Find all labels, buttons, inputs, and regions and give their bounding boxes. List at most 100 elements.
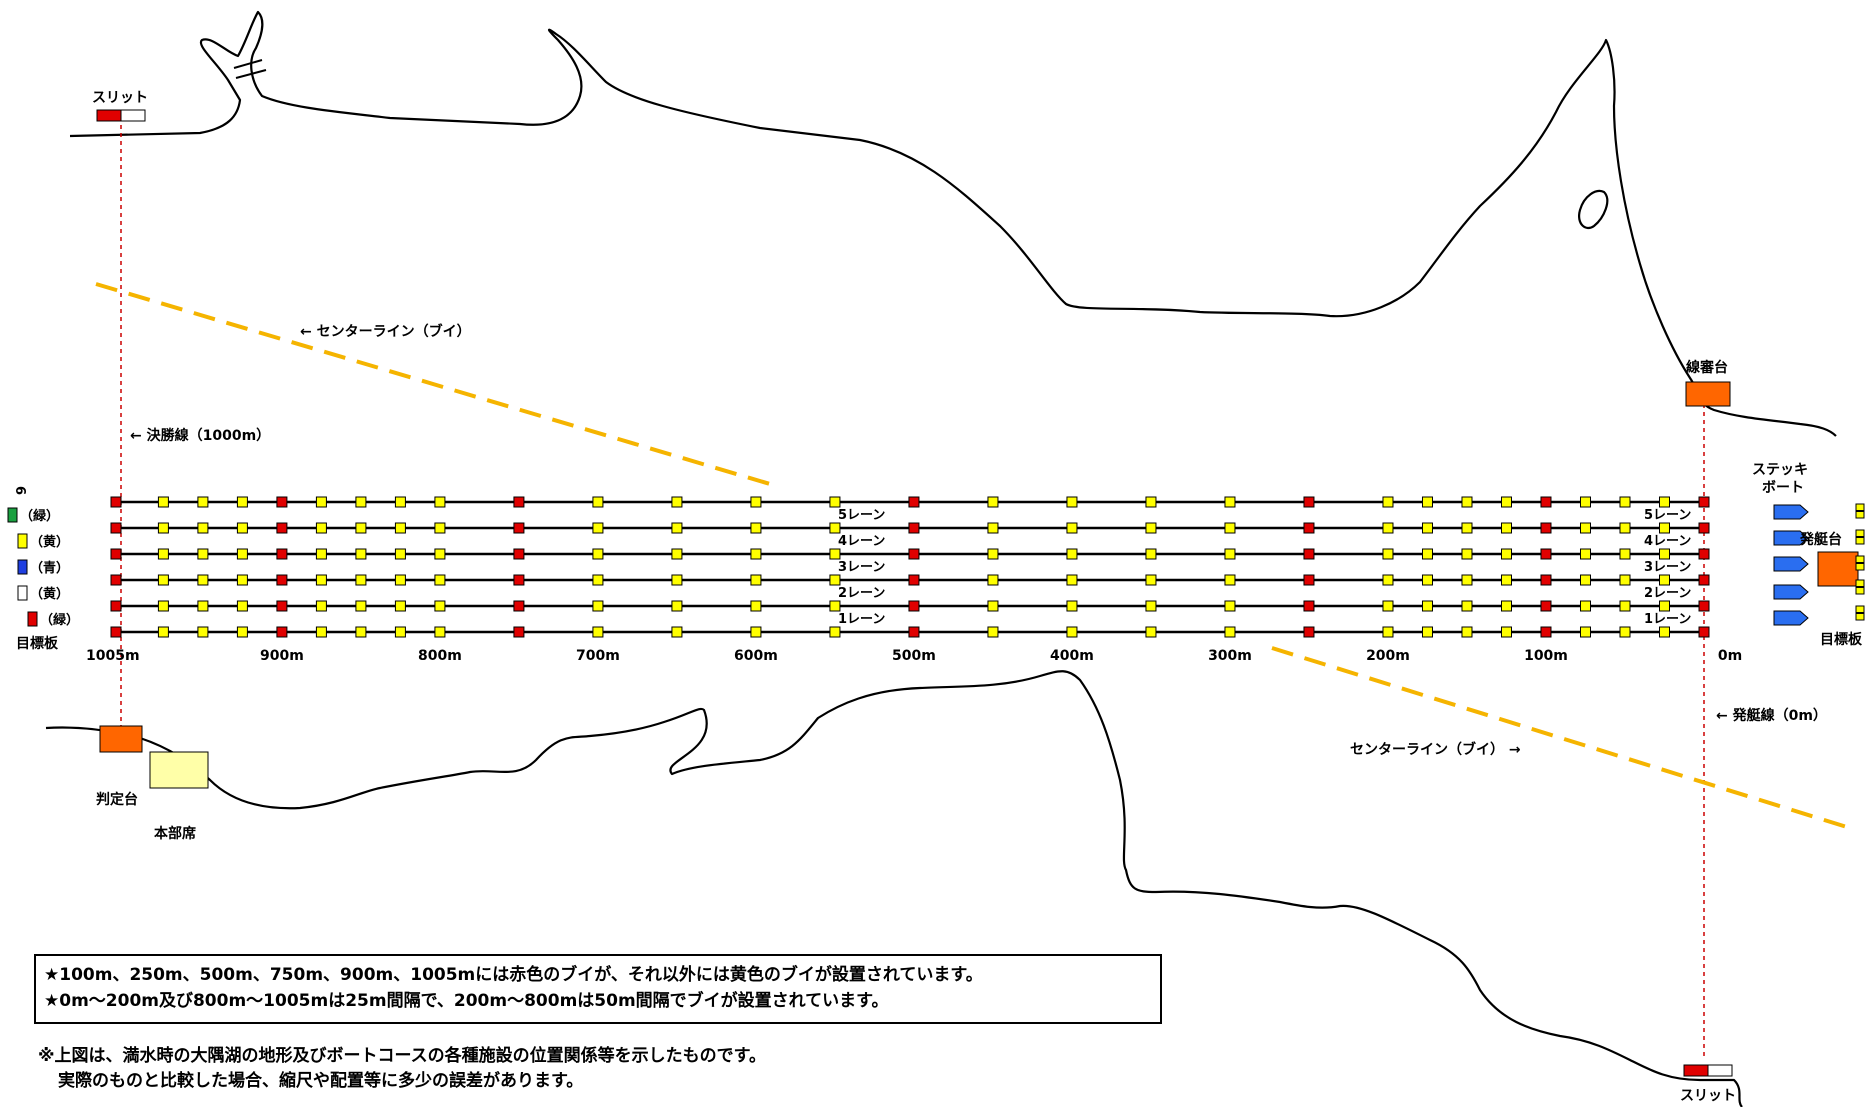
yellow-buoy <box>197 574 209 586</box>
distance-label: 400m <box>1050 648 1094 664</box>
yellow-buoy <box>355 626 367 638</box>
yellow-buoy <box>1461 548 1473 560</box>
yellow-buoy <box>236 600 248 612</box>
stake-boat-label-2: ボート <box>1762 480 1804 496</box>
centerline-upper-label: ← センターライン（ブイ） <box>300 323 471 340</box>
legend-swatch <box>17 533 28 549</box>
red-buoy <box>908 548 920 560</box>
yellow-buoy <box>394 626 406 638</box>
yellow-buoy <box>1579 600 1591 612</box>
yellow-buoy <box>315 522 327 534</box>
hq-label: 本部席 <box>154 825 196 842</box>
yellow-buoy <box>1579 496 1591 508</box>
red-buoy <box>276 522 288 534</box>
centerline-lower-label: センターライン（ブイ） → <box>1350 741 1521 758</box>
yellow-buoy <box>1382 600 1394 612</box>
stake-boat <box>1773 556 1809 572</box>
yellow-buoy <box>1658 626 1670 638</box>
lane-label-right: 3レーン <box>1644 560 1691 575</box>
red-buoy <box>513 626 525 638</box>
yellow-buoy <box>592 548 604 560</box>
stake-boats <box>1773 504 1809 626</box>
notes-box: ★100m、250m、500m、750m、900m、1005mには赤色のブイが、… <box>34 954 1162 1024</box>
yellow-buoy <box>671 548 683 560</box>
yellow-buoy <box>1066 522 1078 534</box>
yellow-buoy <box>1619 548 1631 560</box>
judge-label: 判定台 <box>96 791 138 808</box>
note-line-1: ★100m、250m、500m、750m、900m、1005mには赤色のブイが、… <box>44 965 983 985</box>
red-buoy <box>1540 548 1552 560</box>
distance-label: 600m <box>734 648 778 664</box>
centerline-upper <box>95 282 771 486</box>
red-buoy <box>1303 600 1315 612</box>
yellow-buoy <box>1421 600 1433 612</box>
yellow-buoy <box>1145 496 1157 508</box>
yellow-buoy <box>592 626 604 638</box>
yellow-buoy <box>750 574 762 586</box>
yellow-buoy <box>750 626 762 638</box>
yellow-buoy <box>1145 626 1157 638</box>
yellow-buoy <box>1066 600 1078 612</box>
legend-label: （黄） <box>30 586 69 602</box>
yellow-buoy <box>1619 600 1631 612</box>
red-buoy <box>110 626 122 638</box>
yellow-buoy <box>434 600 446 612</box>
red-buoy <box>110 522 122 534</box>
legend-swatch <box>27 611 38 627</box>
lane-label-right: 5レーン <box>1644 508 1691 523</box>
distance-label: 100m <box>1524 648 1568 664</box>
yellow-buoy <box>197 600 209 612</box>
yellow-buoy <box>197 548 209 560</box>
yellow-buoy <box>671 600 683 612</box>
yellow-buoy <box>1224 574 1236 586</box>
yellow-buoy <box>750 548 762 560</box>
yellow-buoy <box>1461 496 1473 508</box>
yellow-buoy <box>1224 600 1236 612</box>
yellow-buoy <box>197 496 209 508</box>
slit-marker-white <box>120 109 146 122</box>
yellow-buoy <box>394 522 406 534</box>
yellow-buoy <box>434 522 446 534</box>
stake-boat <box>1773 584 1809 600</box>
yellow-buoy <box>1066 548 1078 560</box>
stake-boat-label-1: ステッキ <box>1752 462 1808 478</box>
yellow-buoy <box>750 600 762 612</box>
red-buoy <box>1540 522 1552 534</box>
yellow-buoy <box>434 548 446 560</box>
yellow-buoy <box>394 574 406 586</box>
yellow-buoy <box>1224 496 1236 508</box>
yellow-buoy <box>987 574 999 586</box>
judge-platform <box>99 725 143 753</box>
yellow-buoy <box>1658 574 1670 586</box>
finish-line-label: ← 決勝線（1000m） <box>130 427 270 444</box>
yellow-buoy <box>236 626 248 638</box>
red-buoy <box>513 600 525 612</box>
yellow-buoy <box>1658 548 1670 560</box>
start-platform <box>1817 551 1859 587</box>
red-buoy <box>513 548 525 560</box>
yellow-buoy <box>1421 548 1433 560</box>
yellow-buoy <box>1619 626 1631 638</box>
yellow-buoy <box>1421 626 1433 638</box>
slit-tick-marks <box>233 59 267 79</box>
lane-label-right: 4レーン <box>1644 534 1691 549</box>
red-buoy <box>110 574 122 586</box>
yellow-buoy <box>236 522 248 534</box>
yellow-buoy <box>750 496 762 508</box>
yellow-buoy <box>1224 548 1236 560</box>
yellow-buoy <box>236 548 248 560</box>
yellow-buoy <box>1066 574 1078 586</box>
red-buoy <box>276 600 288 612</box>
legend: （緑） （黄） （青） （黄） （緑） <box>7 507 79 628</box>
yellow-buoy <box>987 496 999 508</box>
yellow-buoy <box>1579 626 1591 638</box>
yellow-buoy <box>671 626 683 638</box>
yellow-buoy <box>1382 626 1394 638</box>
legend-swatch <box>17 559 28 575</box>
yellow-buoy <box>355 496 367 508</box>
yellow-buoy <box>315 626 327 638</box>
yellow-buoy <box>829 548 841 560</box>
yellow-buoy <box>1500 626 1512 638</box>
yellow-buoy <box>1421 574 1433 586</box>
